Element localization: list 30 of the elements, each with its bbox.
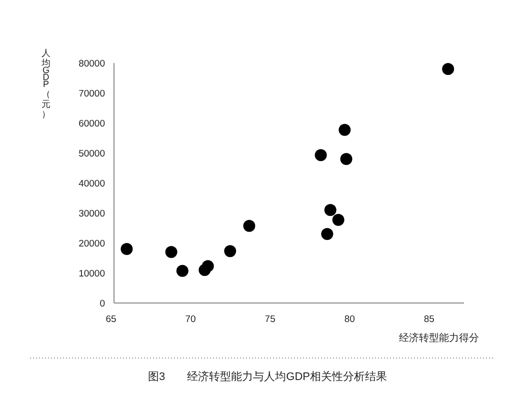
y-tick-label: 30000 — [78, 208, 105, 220]
x-tick-label: 85 — [424, 314, 434, 325]
y-tick-label: 70000 — [78, 88, 105, 100]
point — [165, 246, 178, 258]
point — [324, 204, 336, 216]
point — [338, 124, 351, 136]
point — [314, 149, 327, 162]
x-tick-label: 65 — [106, 314, 116, 325]
point — [176, 264, 188, 277]
point — [340, 153, 352, 165]
x-tick-label: 80 — [344, 314, 355, 325]
x-tick-label: 75 — [264, 314, 276, 325]
y-tick-label: 50000 — [78, 148, 105, 160]
point — [120, 243, 133, 255]
x-tick-label: 70 — [185, 314, 196, 325]
y-axis-title: 人均GDP（元） — [40, 48, 50, 119]
y-tick-label: 10000 — [78, 268, 105, 280]
y-tick-label: 0 — [100, 298, 105, 310]
point — [243, 220, 256, 232]
y-tick-label: 60000 — [78, 118, 105, 130]
point — [321, 228, 334, 240]
y-tick-label: 40000 — [78, 178, 105, 190]
point — [442, 63, 454, 75]
point — [202, 260, 214, 272]
x-axis-title: 经济转型能力得分 — [399, 332, 479, 344]
point — [332, 214, 344, 226]
y-tick-label: 20000 — [78, 238, 105, 250]
caption: 图3 经济转型能力与人均GDP相关性分析结果 — [148, 370, 387, 383]
point — [224, 245, 236, 258]
y-tick-label: 80000 — [78, 58, 105, 70]
